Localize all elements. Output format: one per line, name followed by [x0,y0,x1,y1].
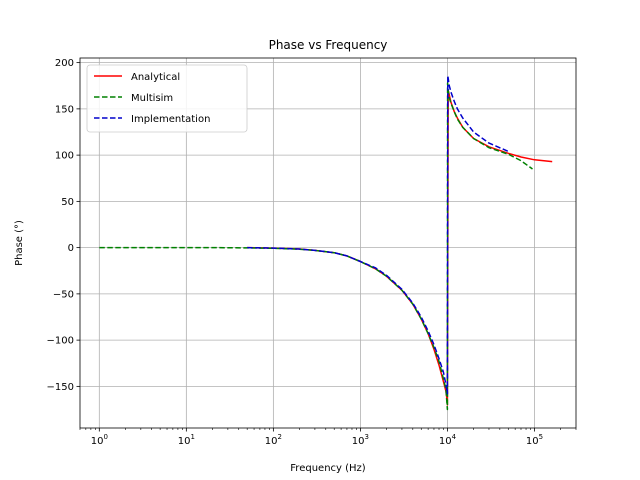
series-line-implementation [247,74,509,395]
series-layer [99,74,553,411]
y-tick-label: −50 [53,289,74,300]
x-axis-label: Frequency (Hz) [290,463,366,474]
legend-entry-multisim: Multisim [131,93,173,104]
x-tick-label: 101 [178,433,195,447]
legend-entry-analytical: Analytical [131,72,180,83]
y-axis-ticks: −150 −100 −50 0 50 100 150 200 [47,58,80,393]
y-tick-label: 200 [55,58,74,69]
x-axis-ticks: 100 101 102 103 104 105 [79,428,577,447]
y-tick-label: 150 [55,104,74,115]
x-tick-label: 102 [265,433,282,447]
y-tick-label: 100 [55,151,74,162]
x-tick-label: 104 [439,433,457,447]
legend-entry-implementation: Implementation [131,114,210,125]
y-axis-label: Phase (°) [14,220,25,266]
legend: Analytical Multisim Implementation [86,64,248,133]
y-tick-label: 50 [61,197,74,208]
chart-title: Phase vs Frequency [269,38,388,52]
x-tick-label: 103 [352,433,369,447]
legend-box [86,64,248,133]
x-tick-label: 105 [526,433,543,447]
grid-lines [80,58,576,428]
x-tick-label: 100 [91,433,108,447]
y-tick-label: −100 [47,336,74,347]
y-tick-label: −150 [47,382,74,393]
axes-frame [79,57,577,429]
y-tick-label: 0 [68,243,74,254]
